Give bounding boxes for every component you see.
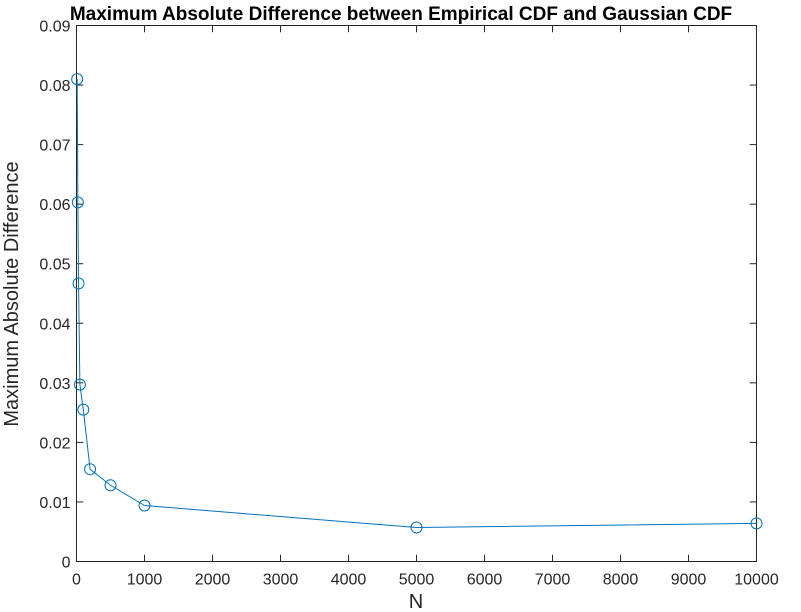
y-tick-label: 0.06 [39, 197, 70, 214]
data-point-marker [750, 517, 763, 530]
x-tick-label: 5000 [399, 572, 435, 589]
plot-area [76, 25, 757, 562]
y-tick-label: 0.04 [39, 316, 70, 333]
data-point-marker [71, 73, 84, 86]
x-tick-label: 9000 [671, 572, 707, 589]
data-point-marker [84, 463, 97, 476]
y-tick-label: 0.03 [39, 376, 70, 393]
x-tick-label: 7000 [535, 572, 571, 589]
data-point-marker [71, 196, 84, 209]
x-axis: 0 1000 2000 3000 4000 5000 6000 7000 8000 9000 100… [72, 25, 779, 589]
x-tick-label: 6000 [467, 572, 503, 589]
x-tick-label: 10000 [734, 572, 779, 589]
y-axis-label: Maximum Absolute Difference [1, 161, 23, 426]
y-tick-label: 0.01 [39, 495, 70, 512]
data-point-marker [138, 499, 151, 512]
series-line [76, 79, 757, 529]
y-tick-label: 0.08 [39, 78, 70, 95]
x-axis-label: N [409, 591, 423, 612]
data-point-marker [104, 479, 117, 492]
data-point-marker [72, 277, 85, 290]
series-layer [71, 73, 763, 534]
data-point-marker [77, 403, 90, 416]
y-tick-label: 0 [62, 555, 71, 572]
axes-box [76, 25, 757, 562]
y-axis: 0 0.01 0.02 0.03 0.04 0.05 0.06 0.07 0.08 0.09 [39, 19, 757, 572]
data-point-marker [410, 521, 423, 534]
y-tick-label: 0.07 [39, 138, 70, 155]
data-point-marker [73, 378, 86, 391]
x-tick-label: 2000 [195, 572, 231, 589]
y-tick-label: 0.09 [39, 19, 70, 36]
x-tick-label: 0 [72, 572, 81, 589]
y-tick-label: 0.02 [39, 435, 70, 452]
x-tick-label: 3000 [263, 572, 299, 589]
x-tick-label: 8000 [603, 572, 639, 589]
chart-title: Maximum Absolute Difference between Empi… [70, 4, 732, 25]
x-tick-label: 4000 [331, 572, 367, 589]
y-tick-label: 0.05 [39, 257, 70, 274]
x-tick-label: 1000 [127, 572, 163, 589]
